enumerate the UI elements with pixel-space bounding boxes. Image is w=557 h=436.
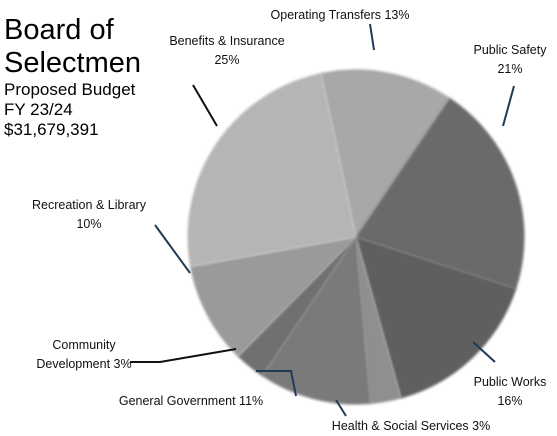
slice-label-community-dev-line-2: Development 3% <box>36 357 131 371</box>
slice-label-benefits-line-2: 25% <box>214 53 239 67</box>
pie-slice-public-works <box>355 236 517 399</box>
slice-label-public-safety-line-2: 21% <box>497 62 522 76</box>
leader-line-operating <box>369 23 375 51</box>
chart-title-line-2: Selectmen <box>4 47 142 79</box>
subtitle-line-3: $31,679,391 <box>4 120 99 139</box>
leader-line-community-dev <box>130 348 237 363</box>
slice-label-benefits-line-1: Benefits & Insurance <box>169 34 284 48</box>
leader-line-health <box>335 399 347 417</box>
slice-label-community-dev-line-1: Community <box>52 338 116 352</box>
slice-label-public-works-line-1: Public Works <box>474 375 547 389</box>
leader-line-recreation <box>154 224 191 274</box>
leader-line-benefits <box>192 84 218 127</box>
leader-lines <box>130 23 515 417</box>
slice-label-public-works-line-2: 16% <box>497 394 522 408</box>
slice-label-general-gov: General Government 11% <box>119 394 263 408</box>
title-block: Board of Selectmen Proposed Budget FY 23… <box>4 14 141 140</box>
slice-labels: Operating Transfers 13% Public Safety 21% P… <box>32 8 547 433</box>
pie-slices <box>187 69 525 405</box>
leader-line-public-safety <box>502 85 515 127</box>
subtitle-line-1: Proposed Budget <box>4 80 136 99</box>
slice-label-health: Health & Social Services 3% <box>332 419 490 433</box>
slice-label-operating: Operating Transfers 13% <box>271 8 410 22</box>
pie-slice-general-gov <box>261 235 372 405</box>
chart-title-line-1: Board of <box>4 14 114 46</box>
leader-line-general-gov <box>256 370 297 397</box>
leader-line-public-works <box>472 341 496 363</box>
pie-slice-recreation <box>190 236 358 357</box>
pie-slice-benefits <box>187 73 357 268</box>
pie-slice-public-safety <box>355 97 525 290</box>
slice-label-recreation-line-2: 10% <box>76 217 101 231</box>
subtitle-line-2: FY 23/24 <box>4 100 73 119</box>
pie-slice-operating <box>320 69 451 239</box>
slice-label-recreation-line-1: Recreation & Library <box>32 198 147 212</box>
slice-label-public-safety-line-1: Public Safety <box>474 43 548 57</box>
